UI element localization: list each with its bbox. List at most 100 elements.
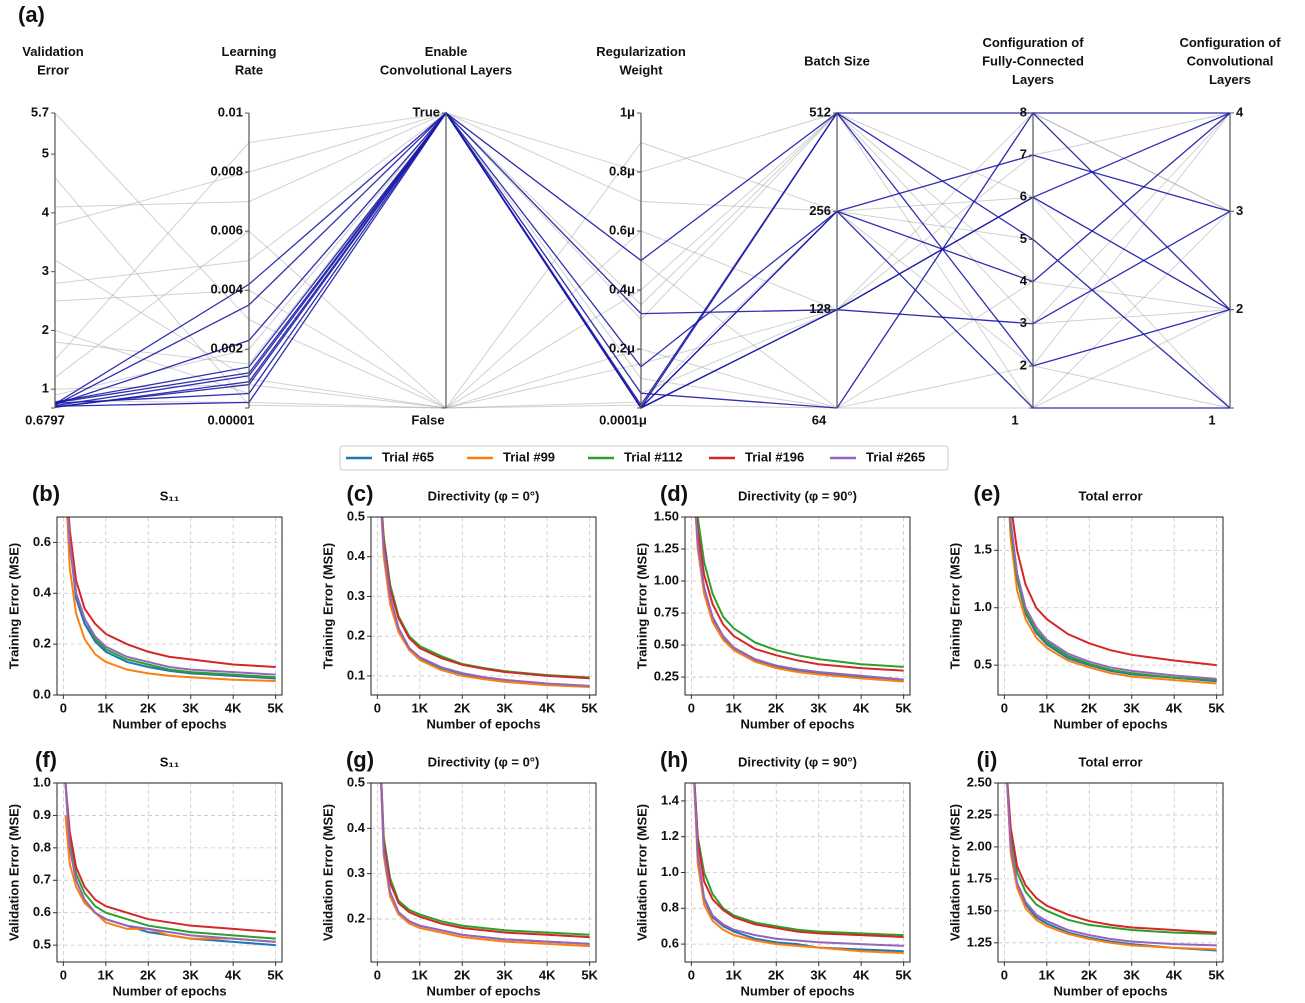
x-tick-label: 4K <box>853 967 870 982</box>
y-tick-label: 1.0 <box>974 599 992 614</box>
panel-label: (f) <box>35 747 57 772</box>
y-axis-label: Training Error (MSE) <box>634 543 649 669</box>
x-tick-label: 3K <box>1123 700 1140 715</box>
subplot-title: Directivity (φ = 0°) <box>428 754 540 769</box>
tick-label: 3 <box>42 263 49 278</box>
y-tick-label: 0.5 <box>347 774 365 789</box>
x-tick-label: 1K <box>1039 967 1056 982</box>
x-tick-label: 1K <box>98 967 115 982</box>
series-line <box>693 783 904 953</box>
x-tick-label: 2K <box>1081 967 1098 982</box>
series-line <box>64 783 276 943</box>
x-tick-label: 2K <box>1081 700 1098 715</box>
axis-title: Error <box>37 63 69 78</box>
tick-label: 2 <box>1020 357 1027 372</box>
x-tick-label: 3K <box>182 700 199 715</box>
x-tick-label: 4K <box>539 967 556 982</box>
series-line <box>693 783 904 938</box>
x-tick-label: 2K <box>454 967 471 982</box>
series-line <box>694 517 904 683</box>
y-tick-label: 0.1 <box>347 667 365 682</box>
x-tick-label: 1K <box>98 700 115 715</box>
panel-label: (i) <box>977 747 998 772</box>
y-tick-label: 0.5 <box>347 508 365 523</box>
series-line <box>380 517 590 689</box>
panel-label: (c) <box>347 481 374 506</box>
tick-label: 0.2μ <box>609 340 635 355</box>
series-line <box>380 517 590 688</box>
axis-title: Configuration of <box>982 35 1084 50</box>
x-axis-label: Number of epochs <box>1053 716 1167 731</box>
x-axis-label: Number of epochs <box>740 716 854 731</box>
x-tick-label: 5K <box>1208 700 1225 715</box>
axis-title: Fully-Connected <box>982 53 1084 68</box>
x-tick-label: 3K <box>496 967 513 982</box>
x-tick-label: 5K <box>895 700 912 715</box>
tick-label: 5 <box>1020 231 1027 246</box>
x-tick-label: 4K <box>539 700 556 715</box>
series-line <box>381 517 590 679</box>
x-tick-label: 1K <box>726 700 743 715</box>
x-tick-label: 1K <box>1039 700 1056 715</box>
x-tick-label: 1K <box>412 967 429 982</box>
plot-frame <box>684 782 911 963</box>
tick-label: 3 <box>1236 203 1243 218</box>
y-tick-label: 0.0 <box>33 686 51 701</box>
panel-label: (d) <box>660 481 688 506</box>
tick-label: 256 <box>809 203 831 218</box>
y-tick-label: 0.8 <box>661 900 679 915</box>
y-tick-label: 0.75 <box>654 604 679 619</box>
series-line <box>64 783 276 940</box>
series-line <box>1008 517 1217 685</box>
series-line <box>1011 517 1217 667</box>
x-tick-label: 2K <box>768 967 785 982</box>
x-tick-label: 5K <box>895 967 912 982</box>
x-tick-label: 0 <box>688 967 695 982</box>
x-tick-label: 4K <box>1166 700 1183 715</box>
x-axis-label: Number of epochs <box>740 983 854 998</box>
plot-frame <box>684 516 911 696</box>
tick-label: 0.0001μ <box>599 412 647 427</box>
tick-label: 1 <box>1208 412 1215 427</box>
x-tick-label: 0 <box>374 700 381 715</box>
y-tick-label: 0.7 <box>33 872 51 887</box>
y-tick-label: 0.2 <box>347 910 365 925</box>
x-tick-label: 0 <box>1001 967 1008 982</box>
x-tick-label: 5K <box>1208 967 1225 982</box>
x-tick-label: 0 <box>688 700 695 715</box>
y-axis-label: Validation Error (MSE) <box>6 804 21 941</box>
series-line <box>381 517 590 680</box>
x-tick-label: 4K <box>853 700 870 715</box>
x-axis-label: Number of epochs <box>112 983 226 998</box>
x-tick-label: 3K <box>810 700 827 715</box>
x-tick-label: 0 <box>60 700 67 715</box>
x-tick-label: 3K <box>496 700 513 715</box>
series-line <box>1006 783 1217 935</box>
series-line <box>695 517 904 672</box>
x-tick-label: 2K <box>140 967 157 982</box>
series-line <box>380 783 590 945</box>
series-line <box>1006 783 1217 952</box>
panel-label: (h) <box>660 747 688 772</box>
y-tick-label: 2.00 <box>967 838 992 853</box>
axis-title: Batch Size <box>804 53 870 68</box>
series-line <box>1006 783 1217 951</box>
subplot-title: S₁₁ <box>160 488 179 503</box>
axis-title: Convolutional <box>1187 53 1274 68</box>
x-tick-label: 5K <box>267 967 284 982</box>
x-tick-label: 2K <box>140 700 157 715</box>
y-axis-label: Validation Error (MSE) <box>947 804 962 941</box>
tick-label: 4 <box>42 204 50 219</box>
tick-label: 6 <box>1020 189 1027 204</box>
y-tick-label: 1.00 <box>654 572 679 587</box>
y-tick-label: 0.5 <box>974 657 992 672</box>
series-line <box>64 783 276 934</box>
x-axis-label: Number of epochs <box>426 983 540 998</box>
tick-label: 0.008 <box>210 163 243 178</box>
tick-label: 2 <box>1236 301 1243 316</box>
y-tick-label: 1.0 <box>661 864 679 879</box>
subplot-title: Total error <box>1078 754 1142 769</box>
y-axis-label: Validation Error (MSE) <box>634 804 649 941</box>
y-tick-label: 2.25 <box>967 806 992 821</box>
tick-label: 1 <box>42 381 49 396</box>
